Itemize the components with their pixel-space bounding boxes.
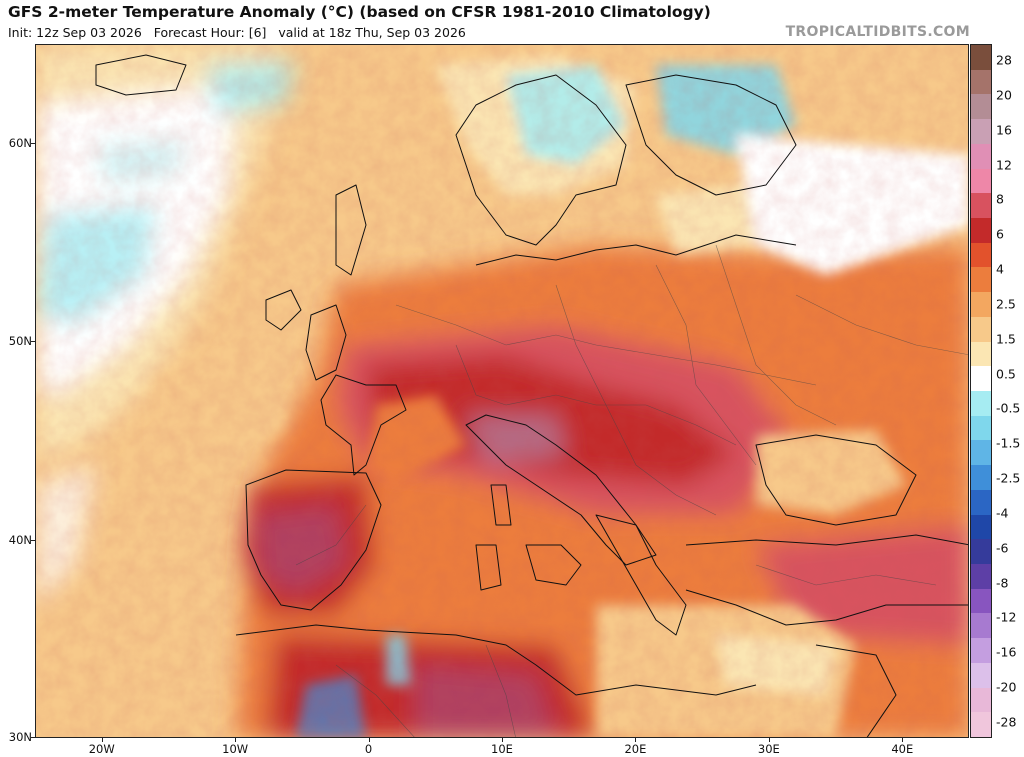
longitude-label: 20E — [624, 742, 647, 756]
colorbar-segment — [971, 341, 991, 367]
colorbar-segment — [971, 465, 991, 491]
colorbar-label: 6 — [996, 226, 1004, 242]
longitude-tick — [902, 738, 904, 742]
latitude-tick — [31, 341, 35, 343]
colorbar-label: 8 — [996, 191, 1004, 207]
colorbar-label: 4 — [996, 261, 1004, 277]
latitude-tick — [31, 143, 35, 145]
latitude-label: 40N — [8, 532, 32, 547]
colorbar-segment — [971, 193, 991, 219]
map-title: GFS 2-meter Temperature Anomaly (°C) (ba… — [8, 3, 711, 21]
colorbar-segment — [971, 638, 991, 664]
colorbar-label: -2.5 — [996, 470, 1021, 486]
longitude-label: 10E — [491, 742, 513, 756]
longitude-tick — [368, 738, 370, 742]
colorbar-label: -8 — [996, 575, 1009, 591]
anomaly-map — [35, 44, 969, 738]
colorbar-segment — [971, 564, 991, 590]
colorbar — [970, 44, 992, 738]
colorbar-label: -6 — [996, 540, 1009, 556]
longitude-label: 20W — [88, 742, 115, 756]
colorbar-segment — [971, 440, 991, 466]
latitude-label: 50N — [8, 334, 32, 349]
coastlines — [95, 54, 968, 737]
colorbar-segment — [971, 662, 991, 689]
colorbar-segment — [971, 45, 991, 71]
colorbar-segment — [971, 218, 991, 244]
colorbar-segment — [971, 539, 991, 565]
colorbar-label: 1.5 — [996, 331, 1016, 347]
longitude-label: 10W — [222, 742, 249, 756]
longitude-tick — [235, 738, 237, 742]
colorbar-label: -1.5 — [996, 435, 1021, 451]
colorbar-segment — [971, 119, 991, 145]
colorbar-segment — [971, 94, 991, 120]
longitude-label: 40E — [891, 742, 914, 756]
colorbar-segment — [971, 588, 991, 614]
colorbar-label: 0.5 — [996, 366, 1016, 382]
colorbar-label: 16 — [996, 122, 1012, 138]
colorbar-segment — [971, 168, 991, 194]
colorbar-segment — [971, 366, 991, 392]
map-canvas — [36, 45, 968, 737]
longitude-tick — [101, 738, 103, 742]
colorbar-segment — [971, 292, 991, 318]
colorbar-label: -0.5 — [996, 400, 1021, 416]
colorbar-label: -16 — [996, 644, 1017, 660]
colorbar-segment — [971, 242, 991, 268]
colorbar-segment — [971, 687, 991, 713]
latitude-tick — [31, 539, 35, 541]
colorbar-segment — [971, 143, 991, 170]
colorbar-label: 28 — [996, 52, 1012, 68]
colorbar-segment — [971, 69, 991, 95]
latitude-tick — [31, 737, 35, 738]
colorbar-label: 12 — [996, 157, 1012, 173]
political-borders — [295, 244, 968, 737]
texture-overlay — [36, 45, 968, 737]
colorbar-segment — [971, 391, 991, 417]
colorbar-segment — [971, 712, 991, 738]
colorbar-label: 2.5 — [996, 296, 1016, 312]
colorbar-segment — [971, 613, 991, 639]
latitude-label: 60N — [8, 136, 32, 151]
colorbar-segment — [971, 316, 991, 343]
longitude-label: 30E — [757, 742, 780, 756]
map-subtitle: Init: 12z Sep 03 2026 Forecast Hour: [6]… — [8, 25, 466, 40]
longitude-label: 0 — [364, 742, 373, 756]
brand-watermark: TROPICALTIDBITS.COM — [785, 24, 970, 40]
colorbar-segment — [971, 267, 991, 293]
colorbar-label: 20 — [996, 87, 1012, 103]
latitude-label: 30N — [8, 730, 32, 744]
longitude-tick — [502, 738, 503, 742]
longitude-tick — [768, 738, 770, 742]
colorbar-segment — [971, 514, 991, 540]
colorbar-segment — [971, 415, 991, 441]
colorbar-label: -20 — [996, 679, 1017, 695]
colorbar-label: -28 — [996, 714, 1017, 730]
colorbar-label: -4 — [996, 505, 1009, 521]
longitude-tick — [635, 738, 637, 742]
colorbar-segment — [971, 489, 991, 516]
colorbar-label: -12 — [996, 609, 1017, 625]
